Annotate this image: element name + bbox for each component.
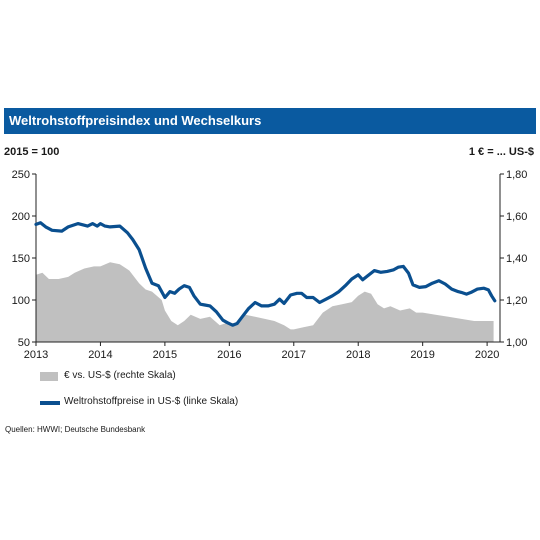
right-tick-label: 1,00 (506, 337, 527, 349)
left-tick-label: 100 (12, 295, 30, 307)
left-axis-unit: 2015 = 100 (4, 146, 60, 158)
left-tick-label: 50 (18, 337, 30, 349)
left-tick-label: 200 (12, 211, 30, 223)
right-tick-label: 1,80 (506, 169, 527, 181)
x-tick-label: 2015 (153, 349, 177, 361)
right-tick-label: 1,60 (506, 211, 527, 223)
x-tick-label: 2019 (410, 349, 434, 361)
chart-title: Weltrohstoffpreisindex und Wechselkurs (9, 113, 262, 128)
x-tick-label: 2014 (88, 349, 112, 361)
right-tick-label: 1,20 (506, 295, 527, 307)
x-tick-label: 2020 (475, 349, 499, 361)
legend-line-swatch (40, 401, 60, 405)
legend-line-label: Weltrohstoffpreise in US-$ (linke Skala) (64, 396, 239, 407)
x-tick-label: 2017 (282, 349, 306, 361)
x-tick-label: 2013 (24, 349, 48, 361)
legend-area-swatch (40, 372, 58, 381)
area-layer (36, 262, 494, 342)
right-axis-unit: 1 € = ... US-$ (468, 146, 534, 158)
line-layer (34, 221, 497, 327)
area-series-eur-usd (36, 262, 494, 342)
left-tick-label: 150 (12, 253, 30, 265)
right-tick-label: 1,40 (506, 253, 527, 265)
chart-title-bar: Weltrohstoffpreisindex und Wechselkurs (4, 108, 536, 134)
left-tick-label: 250 (12, 169, 30, 181)
line-series-commodity-prices (34, 221, 497, 327)
source-note: Quellen: HWWI; Deutsche Bundesbank (5, 425, 146, 434)
x-tick-label: 2018 (346, 349, 370, 361)
legend-area-label: € vs. US-$ (rechte Skala) (64, 370, 176, 381)
x-tick-label: 2016 (217, 349, 241, 361)
ticks-layer: 50 100 150 200 250 1,00 1,20 1,40 1,60 1,80 2013 20… (12, 169, 528, 361)
